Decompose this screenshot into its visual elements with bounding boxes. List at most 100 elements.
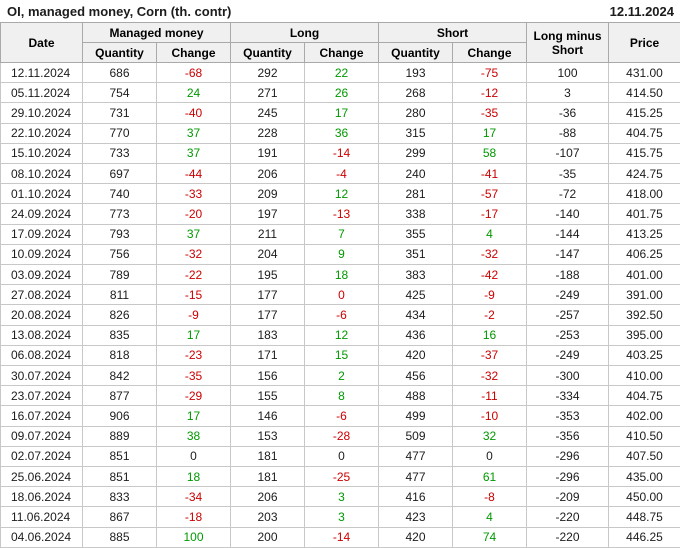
- cell-mm-quantity: 789: [82, 264, 157, 286]
- cell-mm-quantity: 818: [82, 344, 157, 367]
- table-row: 24.09.2024 773 -20 197 -13 338 -17 -140 401.75: [0, 203, 680, 225]
- cell-long-change: -14: [303, 526, 380, 548]
- table-row: 12.11.2024 686 -68 292 22 193 -75 100 431.00: [0, 61, 680, 84]
- cell-price: 431.00: [608, 61, 680, 84]
- cell-mm-quantity: 867: [82, 506, 157, 528]
- oi-table: Date Managed money Long Short Long minus…: [0, 22, 680, 548]
- cell-short-quantity: 420: [378, 526, 454, 548]
- table-row: 18.06.2024 833 -34 206 3 416 -8 -209 450.00: [0, 486, 680, 508]
- report-date: 12.11.2024: [609, 3, 674, 19]
- cell-long-minus-short: -296: [526, 466, 610, 488]
- cell-short-quantity: 456: [378, 365, 454, 387]
- cell-date: 09.07.2024: [0, 425, 83, 447]
- cell-price: 404.75: [608, 385, 680, 407]
- cell-short-quantity: 434: [378, 304, 454, 326]
- cell-short-quantity: 268: [378, 82, 454, 104]
- title-bar: OI, managed money, Corn (th. contr) 12.1…: [0, 0, 680, 22]
- subheader-mm-change: Change: [156, 42, 231, 63]
- cell-short-change: -37: [452, 344, 528, 367]
- cell-long-minus-short: -334: [526, 385, 610, 407]
- cell-short-quantity: 280: [378, 102, 454, 124]
- cell-mm-change: -23: [156, 344, 231, 367]
- table-header: Date Managed money Long Short Long minus…: [0, 22, 680, 63]
- cell-long-quantity: 203: [230, 506, 305, 528]
- cell-date: 29.10.2024: [0, 102, 83, 124]
- cell-short-change: 4: [452, 506, 528, 528]
- table-row: 04.06.2024 885 100 200 -14 420 74 -220 446.25: [0, 526, 680, 548]
- cell-mm-quantity: 833: [82, 486, 157, 508]
- cell-mm-change: 24: [156, 82, 231, 104]
- cell-long-quantity: 211: [230, 223, 305, 245]
- cell-mm-quantity: 826: [82, 304, 157, 326]
- cell-long-minus-short: -140: [526, 203, 610, 225]
- table-row: 08.10.2024 697 -44 206 -4 240 -41 -35 424.75: [0, 163, 680, 185]
- cell-mm-quantity: 733: [82, 142, 157, 165]
- cell-mm-change: -20: [156, 203, 231, 225]
- cell-mm-quantity: 835: [82, 324, 157, 346]
- cell-price: 392.50: [608, 304, 680, 326]
- cell-long-quantity: 195: [230, 264, 305, 286]
- table-row: 17.09.2024 793 37 211 7 355 4 -144 413.25: [0, 223, 680, 245]
- cell-long-change: 17: [303, 102, 380, 124]
- cell-long-minus-short: -36: [526, 102, 610, 124]
- cell-short-quantity: 477: [378, 466, 454, 488]
- cell-price: 410.00: [608, 365, 680, 387]
- cell-short-change: -75: [452, 61, 528, 84]
- cell-long-change: -25: [303, 466, 380, 488]
- header-short: Short: [378, 22, 528, 43]
- cell-mm-change: -33: [156, 183, 231, 205]
- cell-mm-quantity: 770: [82, 122, 157, 144]
- cell-long-change: -6: [303, 304, 380, 326]
- cell-mm-change: 37: [156, 122, 231, 144]
- cell-short-quantity: 509: [378, 425, 454, 447]
- cell-short-quantity: 416: [378, 486, 454, 508]
- cell-mm-quantity: 756: [82, 243, 157, 266]
- cell-short-change: 17: [452, 122, 528, 144]
- cell-short-change: 0: [452, 445, 528, 468]
- cell-short-quantity: 436: [378, 324, 454, 346]
- cell-date: 25.06.2024: [0, 466, 83, 488]
- cell-mm-quantity: 731: [82, 102, 157, 124]
- cell-long-minus-short: -88: [526, 122, 610, 144]
- table-body: 12.11.2024 686 -68 292 22 193 -75 100 431.00 05.1…: [0, 61, 680, 548]
- cell-short-quantity: 488: [378, 385, 454, 407]
- cell-long-change: 3: [303, 486, 380, 508]
- subheader-short-quantity: Quantity: [378, 42, 454, 63]
- cell-long-minus-short: -209: [526, 486, 610, 508]
- cell-price: 401.75: [608, 203, 680, 225]
- header-price: Price: [608, 22, 680, 63]
- cell-short-quantity: 383: [378, 264, 454, 286]
- cell-long-change: 9: [303, 243, 380, 266]
- cell-long-change: 0: [303, 445, 380, 468]
- cell-short-quantity: 281: [378, 183, 454, 205]
- table-row: 30.07.2024 842 -35 156 2 456 -32 -300 410.00: [0, 365, 680, 387]
- cell-long-minus-short: 3: [526, 82, 610, 104]
- cell-mm-change: -18: [156, 506, 231, 528]
- cell-mm-quantity: 811: [82, 284, 157, 306]
- cell-long-minus-short: -188: [526, 264, 610, 286]
- page-title: OI, managed money, Corn (th. contr): [7, 3, 232, 19]
- cell-price: 414.50: [608, 82, 680, 104]
- cell-short-change: -57: [452, 183, 528, 205]
- cell-short-change: -32: [452, 365, 528, 387]
- cell-long-minus-short: -147: [526, 243, 610, 266]
- cell-long-quantity: 292: [230, 61, 305, 84]
- cell-short-quantity: 423: [378, 506, 454, 528]
- cell-short-change: -17: [452, 203, 528, 225]
- table-row: 03.09.2024 789 -22 195 18 383 -42 -188 401.00: [0, 264, 680, 286]
- cell-long-change: 36: [303, 122, 380, 144]
- cell-long-change: 15: [303, 344, 380, 367]
- cell-mm-change: 38: [156, 425, 231, 447]
- cell-mm-change: 0: [156, 445, 231, 468]
- cell-mm-quantity: 851: [82, 445, 157, 468]
- table-row: 11.06.2024 867 -18 203 3 423 4 -220 448.75: [0, 506, 680, 528]
- cell-date: 04.06.2024: [0, 526, 83, 548]
- cell-short-quantity: 193: [378, 61, 454, 84]
- cell-mm-change: -32: [156, 243, 231, 266]
- cell-mm-quantity: 686: [82, 61, 157, 84]
- cell-short-change: 74: [452, 526, 528, 548]
- cell-short-quantity: 477: [378, 445, 454, 468]
- cell-long-quantity: 155: [230, 385, 305, 407]
- cell-date: 27.08.2024: [0, 284, 83, 306]
- cell-long-minus-short: -353: [526, 405, 610, 427]
